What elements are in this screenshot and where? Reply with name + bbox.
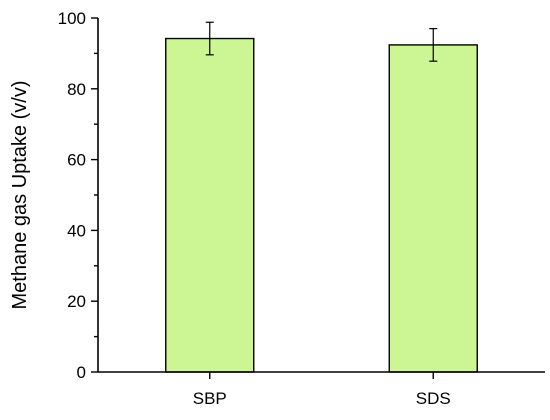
x-tick-label-sbp: SBP [193,389,227,408]
y-axis-ticks: 0 20 40 60 80 100 [58,9,98,382]
y-tick-label: 100 [58,9,86,28]
y-tick-label: 0 [77,363,86,382]
y-tick-label: 20 [67,292,86,311]
y-axis-title: Methane gas Uptake (v/v) [9,81,31,310]
bar-sds [388,44,478,373]
y-tick-label: 80 [67,80,86,99]
x-axis-ticks: SBP SDS [193,372,451,408]
x-tick-label-sds: SDS [416,389,451,408]
y-tick-label: 60 [67,151,86,170]
y-tick-label: 40 [67,221,86,240]
bars [165,21,478,373]
bar-sbp [165,37,255,373]
